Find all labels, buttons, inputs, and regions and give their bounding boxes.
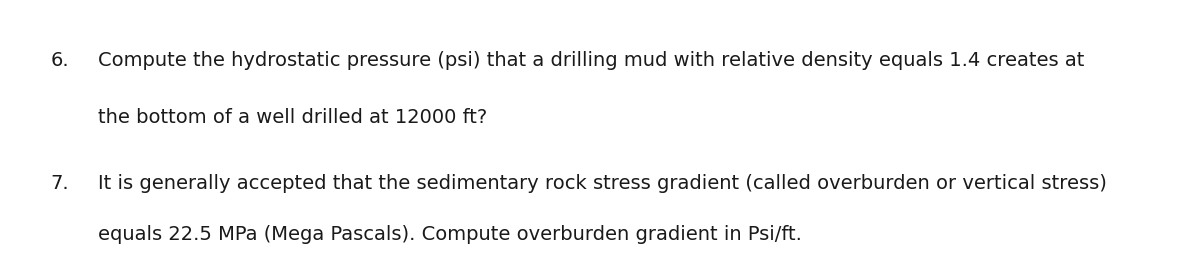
Text: equals 22.5 MPa (Mega Pascals). Compute overburden gradient in Psi/ft.: equals 22.5 MPa (Mega Pascals). Compute … [98, 225, 803, 244]
Text: Compute the hydrostatic pressure (psi) that a drilling mud with relative density: Compute the hydrostatic pressure (psi) t… [98, 51, 1085, 70]
Text: 7.: 7. [50, 174, 70, 193]
Text: 6.: 6. [50, 51, 70, 70]
Text: the bottom of a well drilled at 12000 ft?: the bottom of a well drilled at 12000 ft… [98, 108, 487, 126]
Text: It is generally accepted that the sedimentary rock stress gradient (called overb: It is generally accepted that the sedime… [98, 174, 1108, 193]
